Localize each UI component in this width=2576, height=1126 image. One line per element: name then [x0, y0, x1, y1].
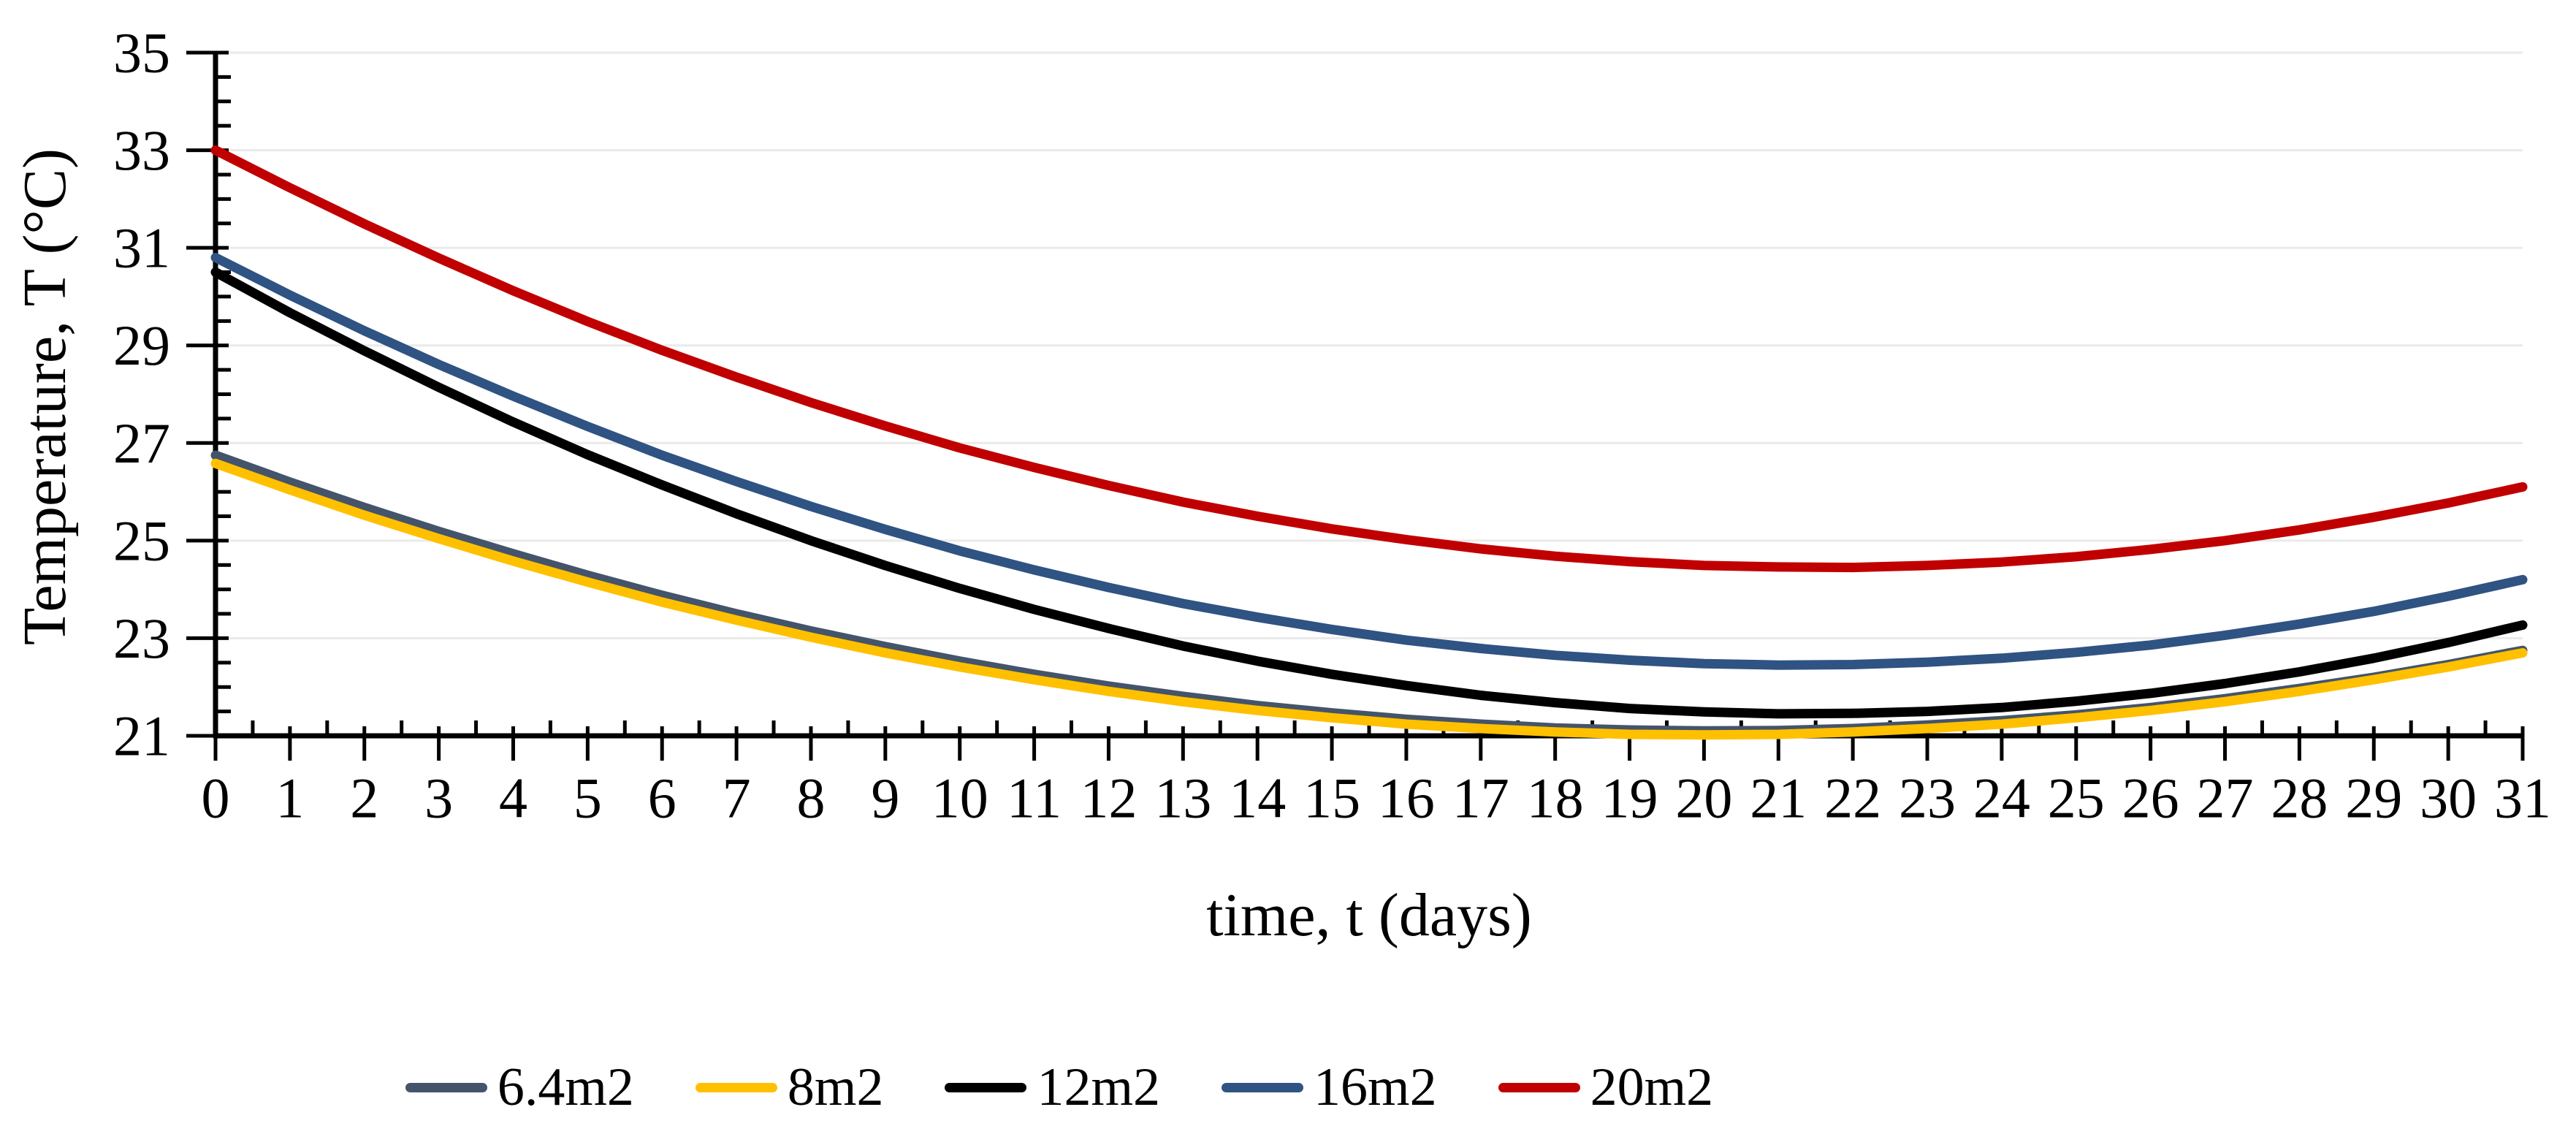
legend-line-swatch-6.4m2: [405, 1082, 487, 1092]
x-tick-label-8: 8: [796, 766, 825, 830]
legend-item-6.4m2: 6.4m2: [405, 1051, 634, 1124]
x-axis-title: time, t (days): [1206, 881, 1532, 949]
y-tick-label-23: 23: [113, 606, 170, 670]
x-tick-label-23: 23: [1899, 766, 1956, 830]
x-tick-label-18: 18: [1527, 766, 1584, 830]
legend: 6.4m2 8m2 12m2 16m2 20m2: [0, 1051, 2119, 1124]
series-line-20m2: [210, 145, 2528, 573]
legend-line-swatch-8m2: [695, 1082, 777, 1092]
x-tick-label-11: 11: [1007, 766, 1062, 830]
legend-label-20m2: 20m2: [1590, 1057, 1714, 1117]
legend-label-8m2: 8m2: [787, 1057, 884, 1117]
x-tick-label-31: 31: [2494, 766, 2551, 830]
x-tick-label-15: 15: [1303, 766, 1360, 830]
x-tick-label-6: 6: [648, 766, 677, 830]
x-tick-label-0: 0: [202, 766, 230, 830]
x-tick-label-16: 16: [1378, 766, 1435, 830]
x-tick-label-29: 29: [2345, 766, 2402, 830]
x-tick-label-12: 12: [1080, 766, 1137, 830]
x-tick-label-27: 27: [2197, 766, 2254, 830]
y-tick-label-35: 35: [113, 21, 170, 85]
x-tick-label-28: 28: [2271, 766, 2328, 830]
legend-item-12m2: 12m2: [945, 1051, 1160, 1124]
x-tick-label-25: 25: [2048, 766, 2105, 830]
x-tick-label-4: 4: [499, 766, 527, 830]
legend-label-12m2: 12m2: [1037, 1057, 1161, 1117]
x-tick-label-10: 10: [931, 766, 988, 830]
x-tick-label-26: 26: [2122, 766, 2179, 830]
x-tick-label-9: 9: [871, 766, 899, 830]
x-tick-label-22: 22: [1824, 766, 1881, 830]
x-tick-label-13: 13: [1154, 766, 1211, 830]
x-tick-label-30: 30: [2420, 766, 2477, 830]
y-tick-label-33: 33: [113, 118, 170, 182]
y-tick-label-21: 21: [113, 704, 170, 768]
x-tick-label-19: 19: [1601, 766, 1658, 830]
legend-item-16m2: 16m2: [1222, 1051, 1437, 1124]
x-tick-label-7: 7: [723, 766, 751, 830]
x-tick-label-5: 5: [573, 766, 602, 830]
y-tick-label-31: 31: [113, 216, 170, 280]
legend-label-6.4m2: 6.4m2: [497, 1057, 634, 1117]
y-tick-label-25: 25: [113, 509, 170, 572]
series-line-16m2: [210, 253, 2528, 670]
x-tick-label-21: 21: [1750, 766, 1807, 830]
legend-line-swatch-20m2: [1498, 1082, 1580, 1092]
y-tick-label-29: 29: [113, 313, 170, 377]
x-tick-label-17: 17: [1452, 766, 1509, 830]
x-tick-label-20: 20: [1675, 766, 1732, 830]
legend-line-swatch-16m2: [1222, 1082, 1304, 1092]
legend-label-16m2: 16m2: [1314, 1057, 1437, 1117]
x-tick-label-3: 3: [424, 766, 453, 830]
series-line-12m2: [210, 267, 2528, 719]
y-axis-title: Temperature, T (°C): [11, 148, 79, 646]
legend-item-8m2: 8m2: [695, 1051, 884, 1124]
y-tick-label-27: 27: [113, 411, 170, 475]
legend-item-20m2: 20m2: [1498, 1051, 1714, 1124]
x-tick-label-1: 1: [275, 766, 304, 830]
x-tick-label-2: 2: [350, 766, 378, 830]
x-tick-label-14: 14: [1229, 766, 1286, 830]
legend-line-swatch-12m2: [945, 1082, 1027, 1092]
x-tick-label-24: 24: [1973, 766, 2030, 830]
series-line-8m2: [210, 458, 2528, 740]
